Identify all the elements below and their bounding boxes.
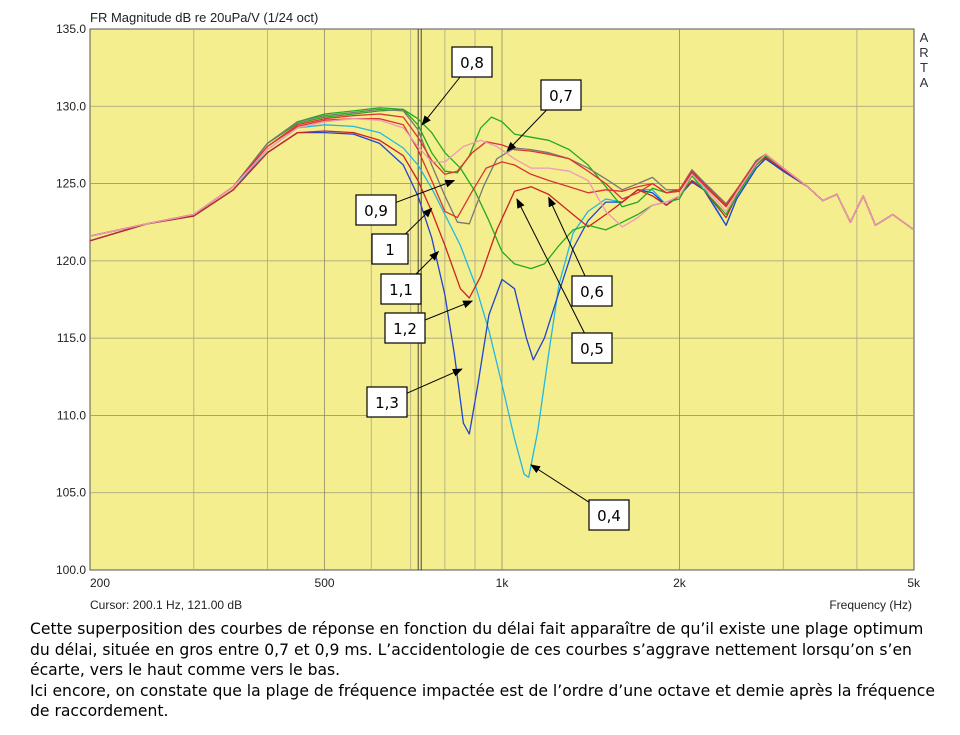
annotation-box [384, 312, 426, 344]
x-tick-label: 2k [673, 576, 687, 590]
annotation-arrow [530, 464, 590, 503]
caption-paragraph-2: Ici encore, on constate que la plage de … [30, 681, 935, 721]
annotation-arrow [421, 76, 461, 126]
x-tick-label: 5k [907, 576, 921, 590]
annotation-label: 0,5 [580, 340, 604, 358]
annotation-label: 0,6 [580, 283, 604, 301]
annotation-arrow [405, 207, 433, 235]
chart-title: FR Magnitude dB re 20uPa/V (1/24 oct) [90, 10, 318, 25]
y-tick-label: 105.0 [56, 486, 86, 500]
annotation-label: 0,9 [364, 202, 388, 220]
annotation-label: 0,4 [597, 507, 621, 525]
annotation-label: 1 [385, 241, 395, 259]
annotation-box [355, 194, 397, 226]
annotation-label: 0,8 [460, 54, 484, 72]
annotation-label: 1,1 [389, 281, 413, 299]
annotation-label: 1,2 [393, 320, 417, 338]
annotation-box [371, 233, 409, 265]
caption-paragraph-1: Cette superposition des courbes de répon… [30, 620, 924, 679]
x-tick-label: 200 [90, 576, 110, 590]
annotation-box [380, 273, 422, 305]
side-label-letter: A [920, 30, 929, 45]
x-tick-label: 1k [496, 576, 510, 590]
series-line-2 [90, 131, 914, 435]
annotation-arrow [424, 300, 474, 321]
series-line-9 [90, 118, 914, 237]
annotation-box [588, 499, 630, 531]
annotation-arrow [406, 368, 463, 394]
annotation-box [366, 386, 408, 418]
annotation-box [571, 332, 613, 364]
y-tick-label: 120.0 [56, 254, 86, 268]
annotation-arrow [395, 179, 456, 203]
annotation-box [451, 46, 493, 78]
annotation-label: 0,7 [549, 87, 573, 105]
y-axis-ticks: 100.0 105.0 110.0 115.0 120.0 125.0 130.0 135.0 [56, 22, 86, 577]
annotation-layer: 0,8 0,7 0,9 1 1,1 1,2 0,6 0,5 1,3 0,4 [355, 46, 630, 531]
x-axis-label: Frequency (Hz) [829, 598, 912, 612]
annotation-box [540, 79, 582, 111]
annotation-label: 1,3 [375, 394, 399, 412]
frequency-response-chart: FR Magnitude dB re 20uPa/V (1/24 oct) 10… [56, 10, 929, 612]
y-tick-label: 130.0 [56, 99, 86, 113]
side-label-letter: A [920, 75, 929, 90]
y-tick-label: 135.0 [56, 22, 86, 36]
side-label-letter: T [920, 60, 928, 75]
y-tick-label: 100.0 [56, 563, 86, 577]
y-tick-label: 115.0 [57, 331, 86, 345]
caption: Cette superposition des courbes de répon… [30, 619, 945, 722]
y-tick-label: 125.0 [56, 177, 86, 191]
annotation-box [571, 275, 613, 307]
x-tick-label: 500 [315, 576, 335, 590]
side-label-letter: R [919, 45, 928, 60]
annotation-arrow [548, 196, 586, 277]
annotation-arrow [516, 198, 585, 334]
annotation-arrow [415, 250, 440, 275]
cursor-readout: Cursor: 200.1 Hz, 121.00 dB [90, 598, 242, 612]
series-layer [90, 107, 914, 478]
y-tick-label: 110.0 [57, 408, 86, 422]
x-axis-ticks: 200 500 1k 2k 5k [90, 576, 921, 590]
annotation-arrow [506, 109, 547, 152]
